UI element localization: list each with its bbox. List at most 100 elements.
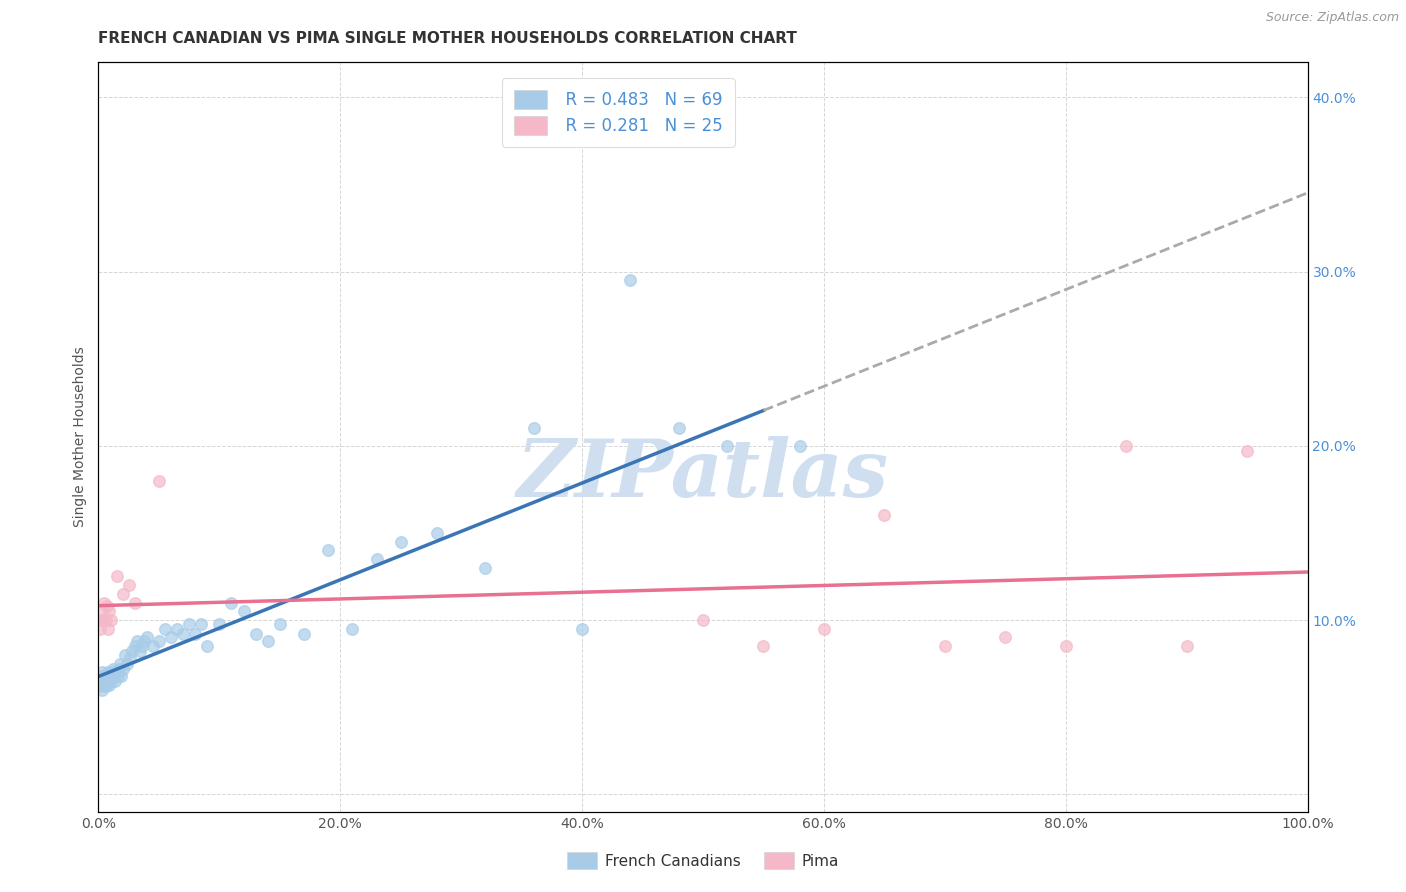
Point xyxy=(166,622,188,636)
Point xyxy=(93,673,115,688)
Point xyxy=(1054,639,1077,653)
Point xyxy=(111,662,134,676)
Point xyxy=(108,657,131,671)
Legend: French Canadians, Pima: French Canadians, Pima xyxy=(561,846,845,875)
Point xyxy=(118,651,141,665)
Point xyxy=(91,677,114,691)
Point xyxy=(94,679,117,693)
Point xyxy=(98,604,121,618)
Point xyxy=(342,622,364,636)
Point xyxy=(571,622,593,636)
Point xyxy=(91,671,114,685)
Point xyxy=(124,639,146,653)
Point xyxy=(94,613,117,627)
Point xyxy=(91,613,114,627)
Point xyxy=(90,613,112,627)
Point xyxy=(366,552,388,566)
Point xyxy=(110,669,132,683)
Point xyxy=(101,662,124,676)
Point xyxy=(619,273,641,287)
Point xyxy=(994,631,1017,645)
Text: ZIPatlas: ZIPatlas xyxy=(517,436,889,513)
Point xyxy=(692,613,714,627)
Y-axis label: Single Mother Households: Single Mother Households xyxy=(73,347,87,527)
Point xyxy=(131,639,153,653)
Point xyxy=(89,673,111,688)
Point xyxy=(89,622,111,636)
Point xyxy=(134,634,156,648)
Point xyxy=(91,682,114,697)
Point xyxy=(107,669,129,683)
Point xyxy=(1115,439,1137,453)
Point xyxy=(98,671,121,685)
Point xyxy=(128,644,150,658)
Point xyxy=(97,665,120,680)
Point xyxy=(91,665,114,680)
Point xyxy=(142,639,165,653)
Point xyxy=(256,634,278,648)
Point xyxy=(97,673,120,687)
Point xyxy=(93,669,115,683)
Point xyxy=(160,631,183,645)
Point xyxy=(135,631,157,645)
Point xyxy=(117,657,139,671)
Point xyxy=(100,673,122,688)
Text: Source: ZipAtlas.com: Source: ZipAtlas.com xyxy=(1265,11,1399,24)
Point xyxy=(118,578,141,592)
Point xyxy=(111,587,134,601)
Point xyxy=(90,679,112,693)
Point xyxy=(316,543,339,558)
Point xyxy=(668,421,690,435)
Point xyxy=(184,627,207,641)
Point xyxy=(114,648,136,662)
Point xyxy=(1175,639,1198,653)
Legend:   R = 0.483   N = 69,   R = 0.281   N = 25: R = 0.483 N = 69, R = 0.281 N = 25 xyxy=(502,78,735,147)
Point xyxy=(90,669,112,683)
Point xyxy=(153,622,176,636)
Point xyxy=(269,616,291,631)
Point xyxy=(245,627,267,641)
Point xyxy=(100,665,122,680)
Point xyxy=(523,421,546,435)
Point xyxy=(389,534,412,549)
Point xyxy=(789,439,811,453)
Point xyxy=(105,665,128,680)
Point xyxy=(97,622,120,636)
Point xyxy=(426,525,449,540)
Point xyxy=(124,596,146,610)
Point xyxy=(94,673,117,687)
Point xyxy=(91,675,114,690)
Point xyxy=(873,508,896,523)
Point xyxy=(179,616,201,631)
Point xyxy=(105,569,128,583)
Point xyxy=(96,669,118,683)
Point xyxy=(104,673,127,688)
Point xyxy=(292,627,315,641)
Point xyxy=(752,639,775,653)
Point xyxy=(221,596,243,610)
Point xyxy=(91,604,114,618)
Point xyxy=(127,634,149,648)
Point xyxy=(934,639,956,653)
Point xyxy=(98,677,121,691)
Point xyxy=(474,561,496,575)
Point xyxy=(190,616,212,631)
Point xyxy=(208,616,231,631)
Point xyxy=(148,634,170,648)
Point xyxy=(813,622,835,636)
Point xyxy=(96,675,118,690)
Point xyxy=(232,604,254,618)
Point xyxy=(100,669,122,683)
Point xyxy=(103,669,125,683)
Point xyxy=(148,474,170,488)
Point xyxy=(716,439,738,453)
Point xyxy=(108,662,131,676)
Point xyxy=(96,599,118,613)
Point xyxy=(121,644,143,658)
Point xyxy=(93,596,115,610)
Point xyxy=(195,639,218,653)
Point xyxy=(172,627,194,641)
Text: FRENCH CANADIAN VS PIMA SINGLE MOTHER HOUSEHOLDS CORRELATION CHART: FRENCH CANADIAN VS PIMA SINGLE MOTHER HO… xyxy=(98,31,797,46)
Point xyxy=(1236,444,1258,458)
Point xyxy=(100,613,122,627)
